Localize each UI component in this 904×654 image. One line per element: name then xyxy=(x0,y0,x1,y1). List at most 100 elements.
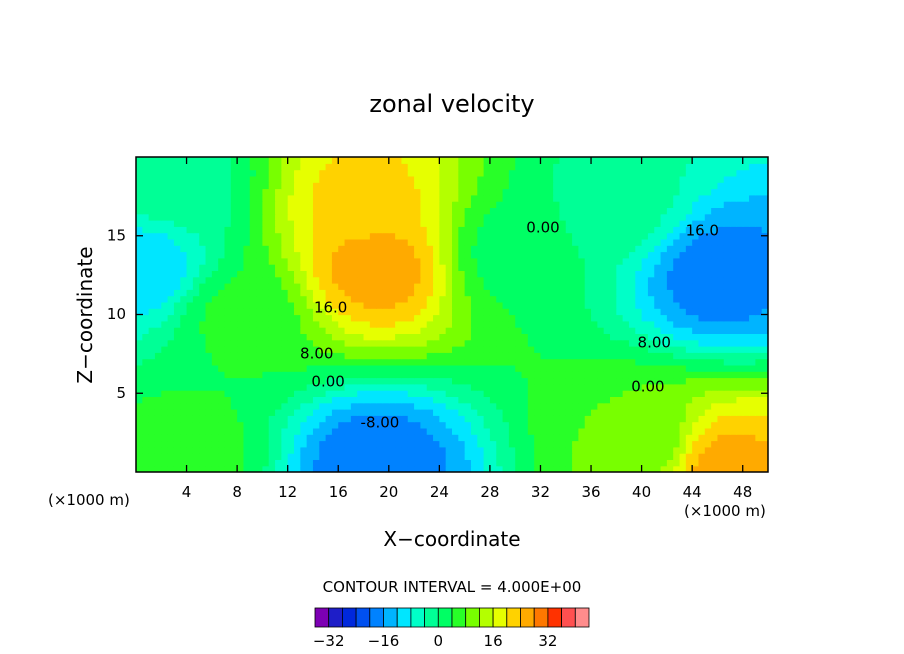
heat-cell xyxy=(319,213,327,221)
heat-cell xyxy=(319,207,327,215)
heat-cell xyxy=(180,352,188,360)
heat-cell xyxy=(666,402,674,410)
heat-cell xyxy=(704,427,712,435)
heat-cell xyxy=(186,440,194,448)
heat-cell xyxy=(647,402,655,410)
heat-cell xyxy=(559,213,567,221)
heat-cell xyxy=(142,226,150,234)
heat-cell xyxy=(723,434,731,442)
heat-cell xyxy=(508,339,516,347)
heat-cell xyxy=(300,352,308,360)
heat-cell xyxy=(452,409,459,416)
heat-cell xyxy=(635,157,643,164)
heat-cell xyxy=(502,371,510,379)
heat-cell xyxy=(445,238,453,246)
heat-cell xyxy=(628,358,636,366)
heat-cell xyxy=(641,346,649,353)
heat-cell xyxy=(319,409,327,416)
heat-cell xyxy=(445,157,453,164)
heat-cell xyxy=(565,251,573,259)
heat-cell xyxy=(534,289,542,297)
heat-cell xyxy=(161,371,169,379)
heat-cell xyxy=(344,238,352,246)
heat-cell xyxy=(597,434,605,442)
heat-cell xyxy=(401,301,409,309)
heat-cell xyxy=(597,427,605,435)
heat-cell xyxy=(306,446,314,454)
heat-cell xyxy=(464,377,472,385)
heat-cell xyxy=(736,245,744,253)
heat-cell xyxy=(591,188,598,196)
heat-cell xyxy=(275,264,282,271)
heat-cell xyxy=(515,257,523,265)
heat-cell xyxy=(369,264,377,271)
heat-cell xyxy=(660,213,668,221)
heat-cell xyxy=(211,409,219,416)
heat-cell xyxy=(268,377,276,385)
heat-cell xyxy=(224,377,232,385)
heat-cell xyxy=(628,188,636,196)
heat-cell xyxy=(578,358,586,366)
heat-cell xyxy=(673,453,681,460)
heat-cell xyxy=(325,421,333,429)
heat-cell xyxy=(287,213,295,221)
heat-cell xyxy=(527,459,535,467)
heat-cell xyxy=(717,453,725,460)
heat-cell xyxy=(369,327,377,334)
heat-cell xyxy=(635,301,643,309)
heat-cell xyxy=(218,333,226,341)
heat-cell xyxy=(540,169,548,177)
heat-cell xyxy=(464,213,472,221)
heat-cell xyxy=(167,415,175,423)
heat-cell xyxy=(230,371,238,379)
heat-cell xyxy=(489,194,497,202)
heat-cell xyxy=(597,238,605,246)
heat-cell xyxy=(515,333,523,341)
heat-cell xyxy=(262,314,270,322)
heat-cell xyxy=(243,283,251,290)
heat-cell xyxy=(673,465,681,472)
heat-cell xyxy=(521,289,529,297)
heat-cell xyxy=(584,390,592,397)
heat-cell xyxy=(534,415,542,423)
heat-cell xyxy=(730,163,737,171)
heat-cell xyxy=(553,377,561,385)
heat-cell xyxy=(224,358,232,366)
heat-cell xyxy=(268,352,276,360)
heat-cell xyxy=(237,333,245,341)
heat-cell xyxy=(262,358,270,366)
heat-cell xyxy=(344,157,352,164)
heat-cell xyxy=(647,289,655,297)
heat-cell xyxy=(382,434,390,442)
heat-cell xyxy=(515,390,523,397)
heat-cell xyxy=(294,213,301,221)
heat-cell xyxy=(420,371,428,379)
heat-cell xyxy=(205,232,213,240)
heat-cell xyxy=(742,251,750,259)
heat-cell xyxy=(357,301,365,309)
heat-cell xyxy=(610,157,617,164)
heat-cell xyxy=(711,264,719,271)
heat-cell xyxy=(369,346,377,353)
heat-cell xyxy=(647,232,655,240)
heat-cell xyxy=(312,169,320,177)
heat-cell xyxy=(723,289,731,297)
heat-cell xyxy=(376,421,384,429)
heat-cell xyxy=(660,465,668,472)
heat-cell xyxy=(268,459,276,467)
heat-cell xyxy=(559,220,567,227)
heat-cell xyxy=(395,390,403,397)
heat-cell xyxy=(426,245,434,253)
heat-cell xyxy=(584,427,592,435)
heat-cell xyxy=(736,301,744,309)
heat-cell xyxy=(218,352,226,360)
heat-cell xyxy=(508,238,516,246)
heat-cell xyxy=(515,339,523,347)
heat-cell xyxy=(641,396,649,404)
heat-cell xyxy=(685,427,693,435)
heat-cell xyxy=(698,163,706,171)
heat-cell xyxy=(294,364,301,372)
heat-cell xyxy=(395,427,403,435)
heat-cell xyxy=(230,383,238,391)
heat-cell xyxy=(173,301,181,309)
